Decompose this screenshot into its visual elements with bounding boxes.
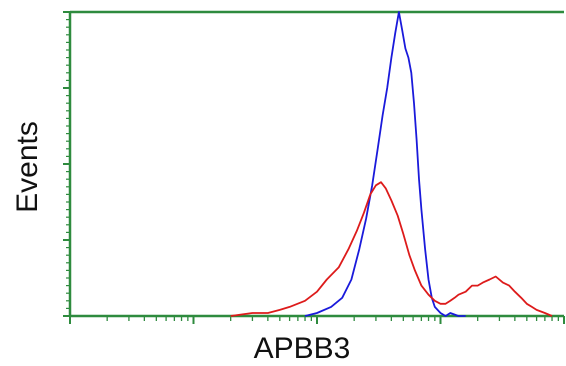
axis-ticks [63,11,565,324]
series-line-1 [304,11,466,317]
series-group [230,11,553,317]
x-axis-label: APBB3 [254,332,351,365]
plot-frame [68,10,564,318]
y-axis-label: Events [11,121,44,213]
series-line-2 [230,181,553,317]
